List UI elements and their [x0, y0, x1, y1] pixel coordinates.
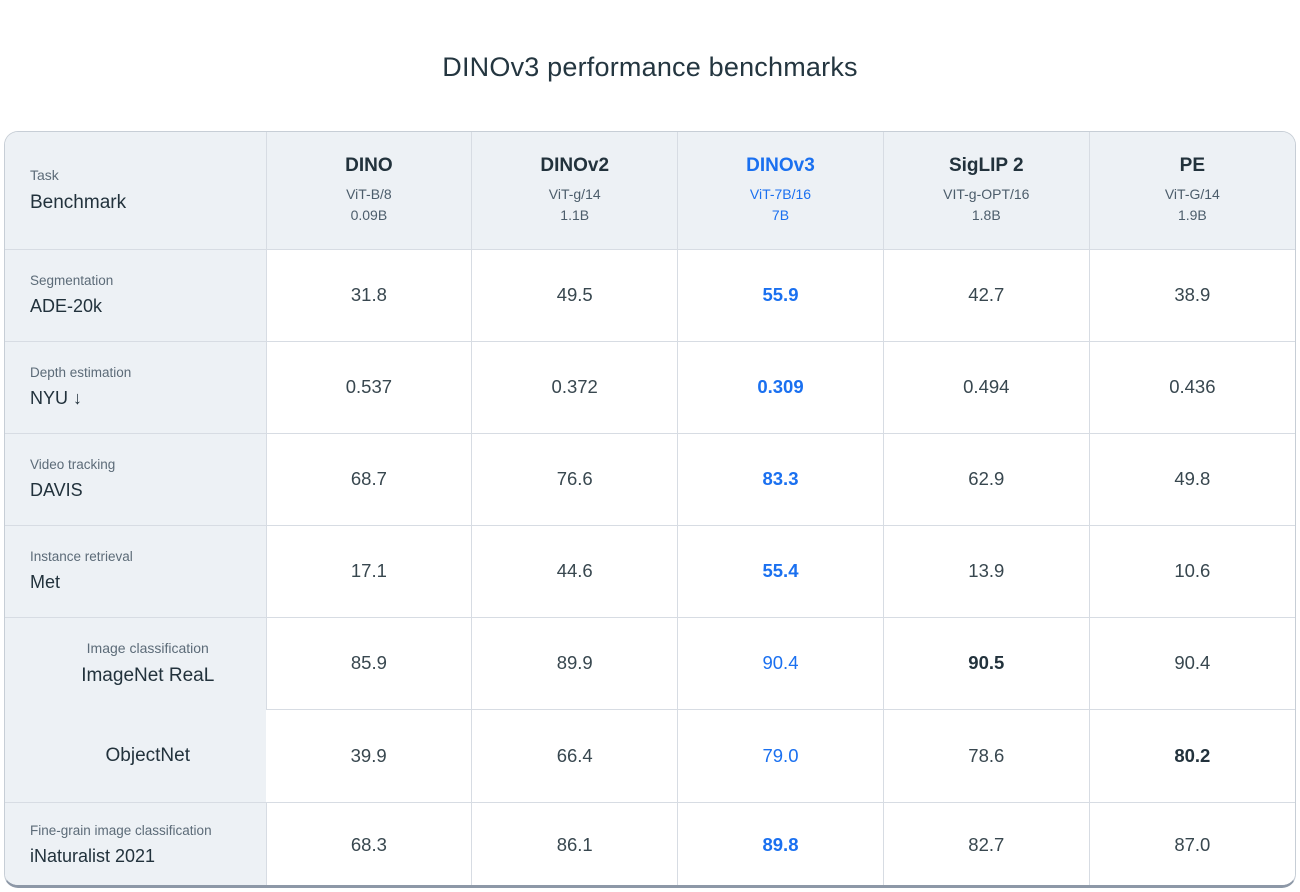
model-params: 1.1B	[560, 206, 590, 223]
value-cell: 80.2	[1088, 709, 1295, 802]
task-cell-video-tracking: Video tracking DAVIS	[5, 432, 266, 525]
value-cell: 10.6	[1088, 524, 1295, 617]
column-header-dino: DINO ViT-B/8 0.09B	[265, 132, 472, 250]
value-cell: 78.6	[882, 709, 1090, 802]
value-cell: 82.7	[882, 801, 1090, 885]
column-header-pe: PE ViT-G/14 1.9B	[1088, 132, 1295, 250]
value-cell: 90.4	[1088, 616, 1295, 710]
column-header-dinov3: DINOv3 ViT-7B/16 7B	[677, 132, 884, 250]
task-label: Instance retrieval	[30, 549, 133, 564]
value-cell: 87.0	[1088, 801, 1295, 885]
benchmarks-table-grid: Task Benchmark DINO ViT-B/8 0.09B DINOv2…	[5, 132, 1295, 885]
table-row-imagenet-real: Image classification ImageNet ReaL Objec…	[5, 616, 1295, 802]
model-arch: ViT-G/14	[1164, 186, 1220, 203]
value-cell: 49.8	[1088, 432, 1295, 525]
task-cell-instance-retrieval: Instance retrieval Met	[5, 524, 266, 617]
value-cell: 31.8	[265, 249, 472, 341]
value-cell: 17.1	[265, 524, 472, 617]
value-cell: 13.9	[882, 524, 1090, 617]
corner-benchmark-label: Benchmark	[30, 191, 127, 213]
header-row: Task Benchmark DINO ViT-B/8 0.09B DINOv2…	[5, 132, 1295, 250]
table-row-objectnet: 39.9 66.4 79.0 78.6 80.2	[5, 709, 1295, 802]
value-cell: 0.309	[677, 340, 884, 433]
benchmark-name: ObjectNet	[105, 744, 190, 766]
model-arch: VIT-g-OPT/16	[943, 186, 1030, 203]
task-label: Depth estimation	[30, 365, 132, 380]
task-cell-image-classification: Image classification ImageNet ReaL Objec…	[5, 616, 266, 802]
value-cell: 39.9	[266, 709, 472, 802]
value-cell: 89.9	[471, 616, 678, 710]
table-row-met: Instance retrieval Met 17.1 44.6 55.4 13…	[5, 524, 1295, 617]
value-cell: 62.9	[882, 432, 1090, 525]
model-name: DINO	[345, 155, 393, 177]
task-group-bottom: ObjectNet	[5, 710, 266, 802]
value-cell: 89.8	[677, 801, 884, 885]
value-cell: 66.4	[471, 709, 678, 802]
column-header-dinov2: DINOv2 ViT-g/14 1.1B	[471, 132, 678, 250]
model-arch: ViT-B/8	[346, 186, 392, 203]
value-cell: 44.6	[471, 524, 678, 617]
value-cell: 42.7	[882, 249, 1090, 341]
value-cell: 76.6	[471, 432, 678, 525]
value-cell: 0.436	[1088, 340, 1295, 433]
model-params: 0.09B	[350, 206, 388, 223]
value-cell: 49.5	[471, 249, 678, 341]
table-row-inaturalist: Fine-grain image classification iNatural…	[5, 801, 1295, 885]
value-cell: 55.9	[677, 249, 884, 341]
table-row-nyu: Depth estimation NYU ↓ 0.537 0.372 0.309…	[5, 340, 1295, 433]
benchmark-name: iNaturalist 2021	[30, 845, 156, 866]
value-cell: 68.7	[265, 432, 472, 525]
table-row-davis: Video tracking DAVIS 68.7 76.6 83.3 62.9…	[5, 432, 1295, 525]
task-cell-fine-grain: Fine-grain image classification iNatural…	[5, 801, 266, 885]
task-label: Video tracking	[30, 457, 116, 472]
model-name: DINOv2	[540, 155, 610, 177]
value-cell: 90.5	[882, 616, 1090, 710]
page-title: DINOv3 performance benchmarks	[442, 52, 858, 82]
task-group-top: Image classification ImageNet ReaL	[5, 618, 266, 710]
task-cell-depth: Depth estimation NYU ↓	[5, 340, 266, 433]
corner-task-label: Task	[30, 166, 59, 183]
value-cell: 0.537	[265, 340, 472, 433]
value-cell: 90.4	[677, 616, 884, 710]
task-cell-segmentation: Segmentation ADE-20k	[5, 249, 266, 341]
value-cell: 85.9	[265, 616, 472, 710]
value-cell: 0.494	[882, 340, 1090, 433]
value-cell: 83.3	[677, 432, 884, 525]
benchmark-name: ImageNet ReaL	[81, 665, 215, 686]
model-name: PE	[1179, 155, 1206, 177]
corner-header-cell: Task Benchmark	[5, 132, 266, 250]
task-label: Fine-grain image classification	[30, 822, 212, 838]
value-cell: 38.9	[1088, 249, 1295, 341]
value-cell: 79.0	[677, 709, 884, 802]
model-name: DINOv3	[746, 155, 815, 177]
task-label: Segmentation	[30, 273, 114, 288]
model-name: SigLIP 2	[948, 155, 1024, 177]
benchmarks-table: Task Benchmark DINO ViT-B/8 0.09B DINOv2…	[4, 131, 1296, 888]
model-arch: ViT-7B/16	[749, 186, 812, 203]
value-cell: 68.3	[265, 801, 472, 885]
model-params: 1.9B	[1177, 206, 1207, 223]
model-params: 7B	[771, 206, 790, 223]
value-cell: 55.4	[677, 524, 884, 617]
model-arch: ViT-g/14	[548, 186, 601, 203]
value-cell: 86.1	[471, 801, 678, 885]
model-params: 1.8B	[971, 206, 1001, 223]
benchmark-name: DAVIS	[30, 480, 83, 500]
table-row-ade20k: Segmentation ADE-20k 31.8 49.5 55.9 42.7…	[5, 249, 1295, 341]
benchmark-name: NYU ↓	[30, 388, 83, 408]
benchmark-name: Met	[30, 572, 61, 592]
task-label: Image classification	[86, 640, 209, 656]
benchmark-name: ADE-20k	[30, 296, 103, 316]
column-header-siglip2: SigLIP 2 VIT-g-OPT/16 1.8B	[882, 132, 1090, 250]
value-cell: 0.372	[471, 340, 678, 433]
